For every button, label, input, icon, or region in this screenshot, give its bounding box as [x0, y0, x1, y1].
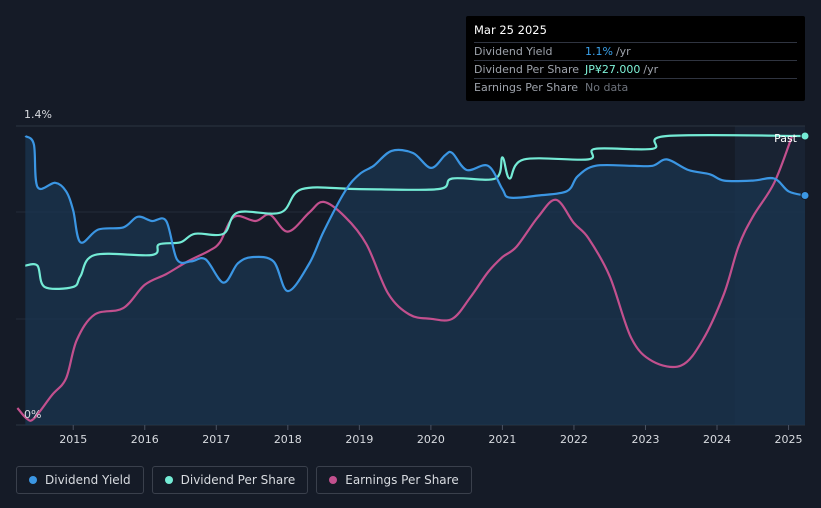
earnings-per-share-line[interactable] — [16, 135, 794, 422]
tooltip-date: Mar 25 2025 — [474, 23, 547, 37]
x-tick-label: 2020 — [417, 433, 445, 446]
tooltip-label: Earnings Per Share — [474, 81, 579, 94]
x-tick-label: 2023 — [631, 433, 659, 446]
x-tick-label: 2022 — [560, 433, 588, 446]
x-tick-label: 2015 — [59, 433, 87, 446]
dividend-yield-end-marker — [800, 191, 810, 200]
tooltip-value: 1.1% — [585, 45, 613, 58]
tooltip-row-dividend-per-share: Dividend Per Share JP¥27.000 /yr — [474, 60, 797, 78]
tooltip-row-dividend-yield: Dividend Yield 1.1% /yr — [474, 42, 797, 60]
legend-dot-icon — [329, 476, 338, 484]
x-tick-label: 2017 — [202, 433, 230, 446]
x-tick-label: 2021 — [488, 433, 516, 446]
tooltip: Mar 25 2025 Dividend Yield 1.1% /yr Divi… — [466, 16, 805, 101]
legend-label: Dividend Per Share — [180, 473, 296, 487]
dividend-yield-line[interactable] — [24, 135, 806, 293]
legend-dot-icon — [164, 476, 173, 484]
legend-dot-icon — [29, 476, 37, 484]
tooltip-label: Dividend Per Share — [474, 63, 580, 76]
legend-label: Earnings Per Share — [345, 473, 459, 487]
dividend-per-share-line[interactable] — [25, 133, 806, 290]
legend-dividend-yield[interactable]: Dividend Yield — [16, 466, 144, 494]
tooltip-value: No data — [585, 81, 629, 94]
y-axis-label-bottom: 0% — [24, 408, 41, 421]
x-tick-label: 2024 — [703, 433, 731, 446]
tooltip-value: JP¥27.000 — [585, 63, 641, 76]
y-axis-label-top: 1.4% — [24, 108, 52, 121]
x-tick-label: 2019 — [345, 433, 373, 446]
x-tick-label: 2016 — [131, 433, 159, 446]
dividend-per-share-end-marker — [800, 131, 810, 141]
x-tick-label: 2025 — [775, 433, 803, 446]
legend-earnings-per-share[interactable]: Earnings Per Share — [316, 466, 472, 494]
dividend-yield-area — [25, 136, 805, 425]
tooltip-label: Dividend Yield — [474, 45, 553, 58]
tooltip-unit: /yr — [643, 63, 659, 76]
tooltip-row-earnings-per-share: Earnings Per Share No data — [474, 78, 797, 96]
legend-label: Dividend Yield — [45, 473, 131, 487]
past-label: Past — [774, 132, 798, 145]
x-axis-ticks: 2015 2016 2017 2018 2019 2020 2021 2022 2023 2024… — [59, 425, 803, 446]
legend: Dividend Yield Dividend Per Share Earnin… — [16, 466, 480, 494]
x-tick-label: 2018 — [274, 433, 302, 446]
tooltip-unit: /yr — [615, 45, 631, 58]
legend-dividend-per-share[interactable]: Dividend Per Share — [151, 466, 309, 494]
